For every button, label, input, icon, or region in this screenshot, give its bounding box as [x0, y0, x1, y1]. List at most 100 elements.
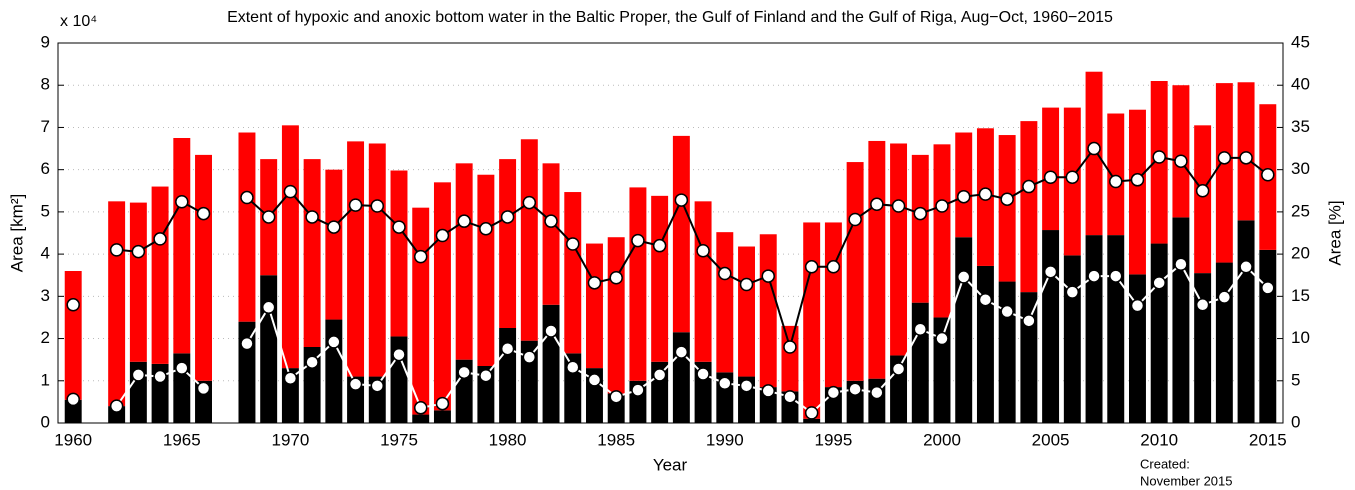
bar	[108, 201, 126, 407]
bar	[1107, 113, 1125, 236]
y2-axis-label: Area [%]	[1325, 200, 1344, 265]
bar	[412, 207, 430, 415]
bar	[672, 135, 690, 333]
marker	[240, 336, 254, 351]
y-tick-label: 8	[41, 75, 50, 94]
marker	[913, 322, 928, 337]
marker	[1152, 150, 1166, 164]
marker	[544, 324, 558, 338]
y2-tick-label: 5	[1291, 370, 1300, 389]
marker	[109, 243, 124, 257]
marker	[1109, 269, 1123, 283]
chart-title: Extent of hypoxic and anoxic bottom wate…	[227, 9, 1113, 26]
y-tick-label: 0	[41, 412, 50, 431]
marker	[348, 198, 363, 212]
marker	[696, 243, 710, 258]
x-tick-label: 2015	[1249, 430, 1287, 449]
marker	[739, 277, 754, 292]
marker	[413, 249, 428, 264]
x-tick-label: 2000	[923, 430, 961, 449]
x-tick-label: 1985	[597, 430, 635, 449]
marker	[1022, 179, 1036, 194]
bar	[325, 319, 343, 423]
note: November 2015	[1140, 473, 1233, 488]
marker	[891, 199, 906, 213]
marker	[196, 206, 211, 221]
bar	[759, 234, 777, 388]
bar	[390, 170, 408, 337]
bar	[564, 192, 582, 354]
marker	[1065, 285, 1080, 299]
marker	[652, 238, 667, 253]
marker	[500, 341, 515, 356]
bar	[1150, 243, 1168, 423]
marker	[761, 269, 775, 283]
marker	[522, 195, 537, 210]
bar	[195, 154, 212, 381]
marker	[327, 220, 341, 234]
marker	[587, 276, 602, 290]
marker	[479, 222, 493, 236]
marker	[1022, 314, 1036, 328]
bar	[64, 399, 82, 423]
y2-tick-label: 30	[1291, 159, 1310, 178]
bar	[129, 202, 147, 362]
bar	[976, 265, 994, 423]
marker	[652, 368, 667, 382]
marker	[1174, 154, 1188, 168]
marker	[370, 199, 385, 213]
y-tick-label: 3	[41, 286, 50, 305]
marker	[631, 233, 645, 248]
y2-tick-label: 10	[1291, 328, 1310, 347]
marker	[1087, 141, 1101, 156]
marker	[609, 271, 623, 285]
marker	[392, 220, 406, 234]
marker	[783, 390, 797, 404]
marker	[66, 392, 80, 407]
bar	[1085, 235, 1103, 423]
marker	[761, 384, 775, 398]
bar	[325, 169, 343, 320]
bar	[455, 163, 473, 360]
y2-tick-label: 0	[1291, 412, 1300, 431]
x-tick-label: 1990	[706, 430, 744, 449]
bar	[1237, 220, 1255, 423]
bar	[629, 187, 647, 381]
bar	[433, 410, 451, 423]
y2-tick-label: 35	[1291, 117, 1310, 136]
marker	[609, 390, 623, 404]
y-multiplier: x 10⁴	[60, 13, 97, 30]
marker	[1087, 269, 1101, 283]
marker	[196, 381, 211, 396]
bar	[238, 321, 256, 423]
marker	[305, 210, 319, 224]
marker	[1239, 260, 1253, 274]
marker	[66, 298, 80, 312]
marker	[435, 396, 450, 411]
bar	[1194, 273, 1212, 423]
bar	[846, 162, 864, 381]
marker	[435, 228, 450, 243]
marker	[848, 212, 862, 227]
bar	[803, 222, 821, 419]
marker	[1043, 170, 1058, 185]
x-tick-label: 2010	[1140, 430, 1178, 449]
x-axis-label: Year	[653, 455, 688, 474]
marker	[674, 193, 689, 207]
note: Created:	[1140, 456, 1190, 471]
bar	[368, 143, 386, 377]
y2-tick-label: 40	[1291, 75, 1310, 94]
marker	[718, 266, 732, 281]
bar	[911, 302, 929, 423]
marker	[500, 210, 515, 224]
marker	[413, 401, 428, 415]
x-tick-label: 1960	[54, 430, 92, 449]
bar	[868, 140, 886, 379]
plot-frame	[57, 42, 1284, 424]
bar	[433, 182, 451, 411]
marker	[1043, 265, 1058, 279]
bar	[1129, 109, 1146, 275]
bar	[520, 139, 538, 341]
bar	[412, 414, 430, 423]
marker	[1130, 298, 1145, 313]
